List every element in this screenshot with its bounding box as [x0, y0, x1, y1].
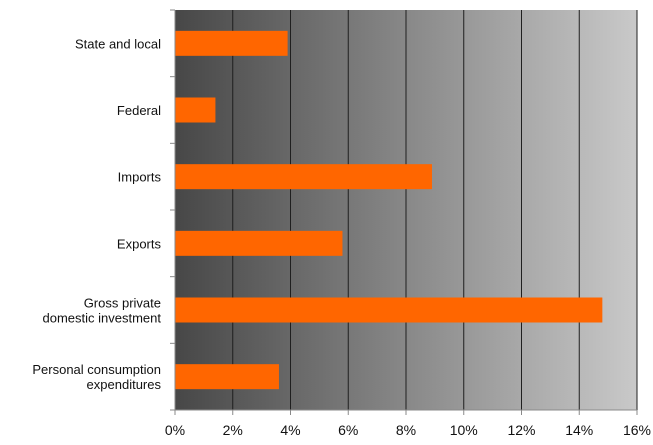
x-tick-label: 0% — [165, 422, 185, 438]
category-label: Imports — [118, 170, 162, 185]
category-label: Federal — [117, 103, 161, 118]
category-label: Exports — [117, 236, 162, 251]
bar — [175, 297, 603, 323]
bars — [175, 30, 603, 390]
x-tick-label: 10% — [450, 422, 478, 438]
x-tick-label: 4% — [280, 422, 300, 438]
x-tick-label: 2% — [223, 422, 243, 438]
gridlines — [232, 10, 638, 410]
category-label: Personal consumption expenditures — [32, 362, 161, 392]
bar — [175, 97, 216, 123]
category-labels: State and local Federal Imports Exports Gros… — [32, 36, 161, 392]
bar — [175, 230, 343, 256]
x-tick-label: 16% — [623, 422, 651, 438]
category-label: Gross private domestic investment — [43, 296, 162, 326]
bar — [175, 164, 432, 190]
axes — [170, 9, 638, 415]
bar — [175, 364, 279, 390]
x-tick-label: 14% — [565, 422, 593, 438]
category-label: State and local — [75, 36, 161, 51]
tick-labels: 0% 2% 4% 6% 8% 10% 12% 14% 16% — [165, 422, 651, 438]
x-tick-label: 6% — [338, 422, 358, 438]
bar — [175, 30, 288, 56]
x-tick-label: 8% — [396, 422, 416, 438]
x-tick-label: 12% — [507, 422, 535, 438]
